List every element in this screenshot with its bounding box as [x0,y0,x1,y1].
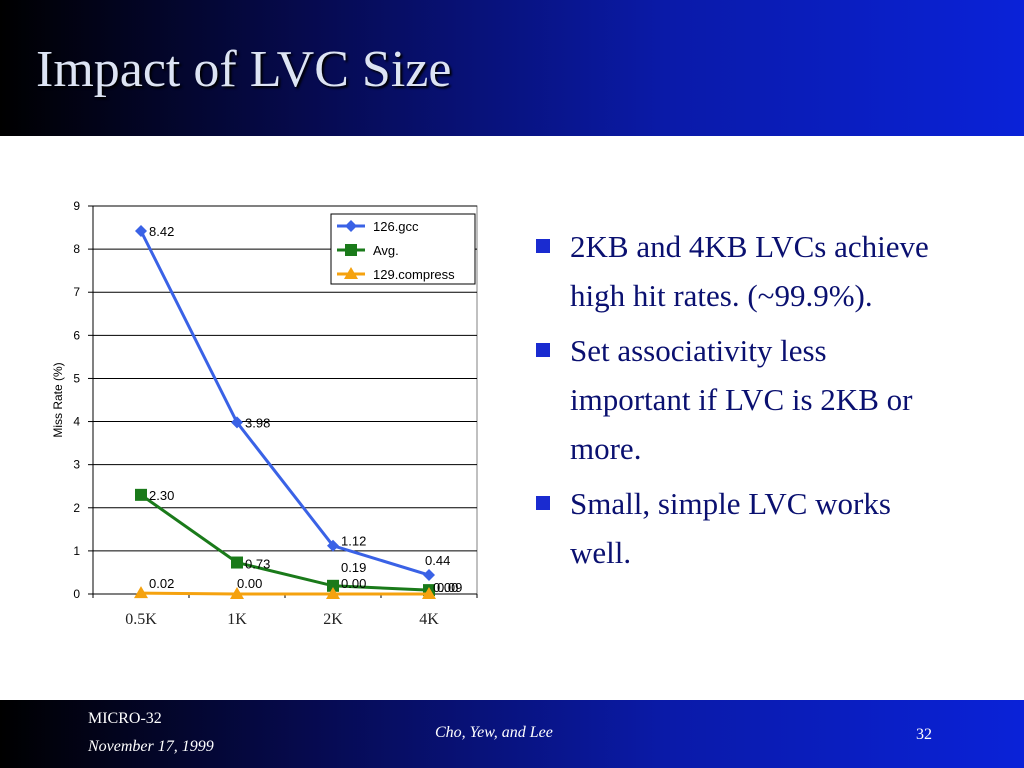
y-tick-label: 0 [73,587,80,601]
legend-label: 126.gcc [373,219,419,234]
data-point [231,556,243,569]
legend-marker [345,244,357,256]
y-tick-label: 5 [73,371,80,385]
series-line [140,493,430,592]
data-label: 0.44 [425,553,450,568]
data-point [230,587,244,599]
footer-authors: Cho, Yew, and Lee [435,724,553,741]
bullet-text: Small, simple LVC works well. [570,486,891,570]
data-point [327,539,339,552]
data-label: 0.09 [437,580,462,595]
data-point [135,488,147,501]
square-bullet-icon [536,239,550,253]
data-point [423,569,435,582]
y-tick-label: 4 [73,415,80,429]
data-label: 2.30 [149,488,174,503]
title-bar [0,0,1024,136]
y-tick-label: 3 [73,458,80,472]
y-tick-label: 9 [73,199,80,213]
data-point [231,416,243,429]
page-number: 32 [916,726,932,743]
x-tick-label: 0.5K [125,611,157,628]
data-label: 0.02 [149,576,174,591]
data-point [327,579,339,592]
legend-marker [345,220,357,232]
footer-conference: MICRO-32 [88,710,162,727]
y-tick-label: 7 [73,285,80,299]
data-label: 8.42 [149,224,174,239]
data-label: 3.98 [245,415,270,430]
data-point [135,225,147,238]
legend-marker [344,267,358,279]
bullet-item: 2KB and 4KB LVCs achieve high hit rates.… [532,222,952,320]
data-point [422,587,436,599]
data-point [134,586,148,599]
square-bullet-icon [536,496,550,510]
series-triangle [134,586,436,599]
legend: 126.gcc Avg. 129.compress [330,213,476,285]
data-label: 0.73 [245,557,270,572]
slide-title: Impact of LVC Size [36,41,452,98]
footer-date: November 17, 1999 [88,738,214,755]
bullet-item: Small, simple LVC works well. [532,479,952,577]
data-label: 0.00 [433,580,458,595]
footer-bar [0,700,1024,768]
legend-label: 129.compress [373,267,455,282]
bullet-text: 2KB and 4KB LVCs achieve high hit rates.… [570,229,929,313]
data-label: 0.00 [341,576,366,591]
x-tick-label: 2K [323,611,343,628]
data-label: 1.12 [341,534,366,549]
miss-rate-chart: 0 1 2 3 4 5 6 7 8 9 0.5K 1K 2K 4K Miss Rate (%) 8.42 3.9… [51,199,478,628]
series-diamond [135,225,435,582]
y-axis-label: Miss Rate (%) [51,362,65,437]
y-tick-label: 8 [73,242,80,256]
data-label: 0.19 [341,560,366,575]
bullet-text: Set associativity less important if LVC … [570,333,913,466]
y-tick-label: 6 [73,328,80,342]
series-line [139,230,430,577]
y-tick-label: 1 [73,544,80,558]
data-point [326,587,340,599]
legend-label: Avg. [373,243,399,258]
bullet-list: 2KB and 4KB LVCs achieve high hit rates.… [532,222,952,583]
x-tick-label: 1K [227,611,247,628]
y-tick-label: 2 [73,501,80,515]
square-bullet-icon [536,343,550,357]
data-label: 0.00 [237,576,262,591]
x-tick-label: 4K [419,611,439,628]
series-line [140,591,429,596]
bullet-item: Set associativity less important if LVC … [532,326,952,473]
